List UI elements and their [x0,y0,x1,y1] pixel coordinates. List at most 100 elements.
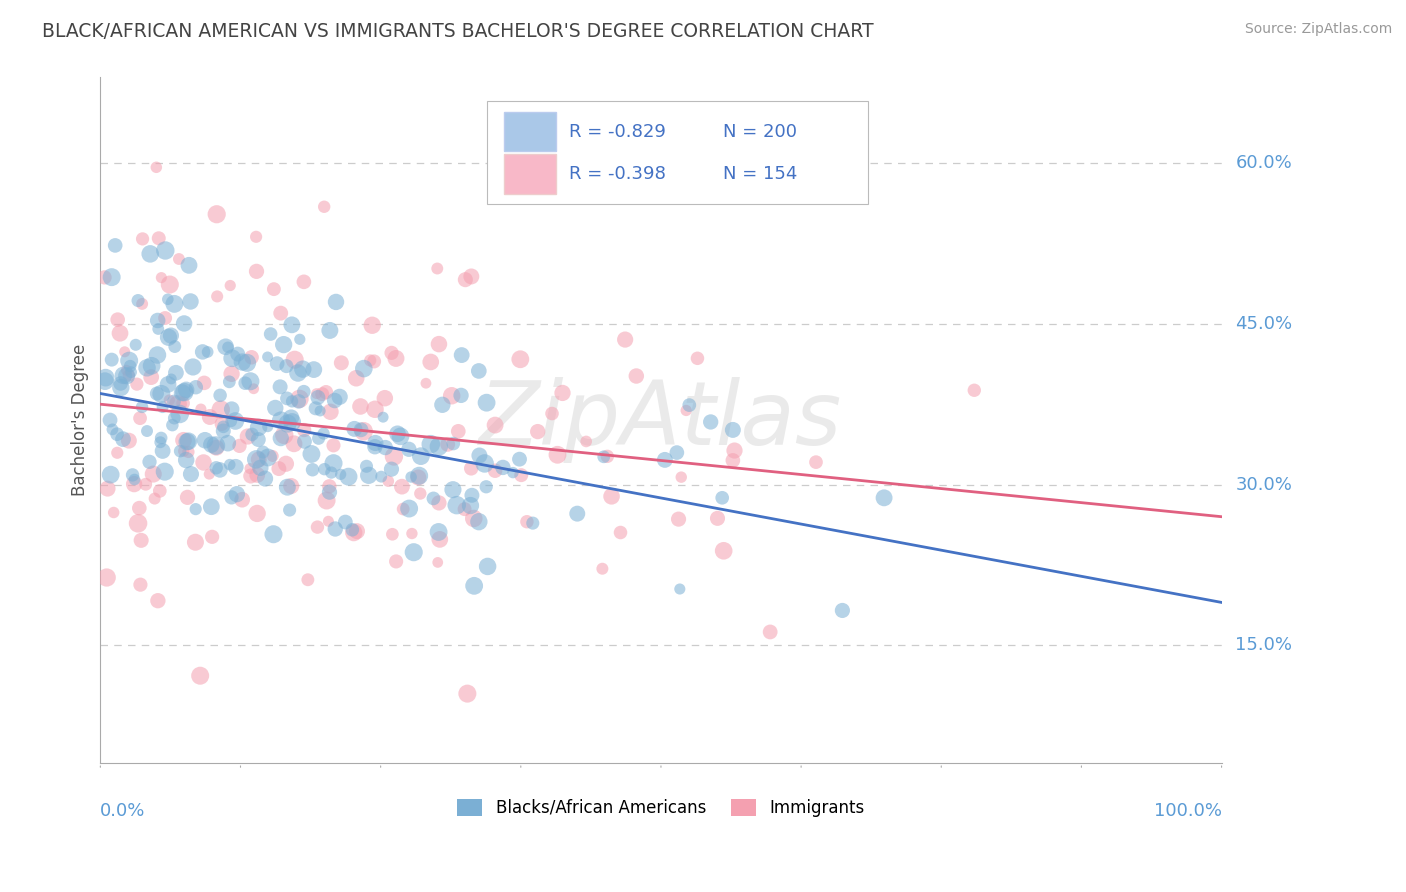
Point [146,593,169,607]
Point [100,467,122,482]
Point [654,453,676,467]
Point [214,340,236,354]
Point [157,330,180,344]
Point [429,533,451,547]
Point [281,394,304,409]
Point [804,455,827,469]
Point [426,261,449,276]
Point [380,462,402,476]
Point [118,434,141,448]
Point [292,423,315,437]
Point [240,351,263,365]
Point [146,313,169,327]
Point [436,437,458,451]
Point [267,461,290,475]
Point [188,669,211,683]
Point [247,420,270,434]
Point [312,426,335,441]
Point [541,407,564,421]
Point [131,232,153,246]
Point [318,485,340,500]
Point [98,413,121,427]
Point [460,269,482,284]
Point [484,418,506,433]
Point [374,441,396,455]
Point [112,432,135,446]
Point [155,244,177,258]
Point [461,488,484,502]
Point [205,460,228,475]
Point [686,351,709,366]
Point [176,491,198,505]
Point [671,470,693,484]
Point [162,418,184,433]
Point [150,431,173,445]
Point [319,405,342,419]
Point [252,445,274,459]
Point [205,438,228,452]
Point [281,415,304,429]
Point [330,356,353,370]
Point [122,477,145,491]
Point [675,403,697,417]
Point [454,273,477,287]
Point [143,491,166,506]
Point [152,444,174,458]
Point [609,525,631,540]
Point [190,402,212,417]
Point [256,419,278,434]
Point [127,293,149,308]
Point [120,365,142,379]
Point [426,556,449,570]
Point [247,433,270,447]
Point [305,386,328,401]
Point [350,423,373,437]
Point [129,533,152,548]
Point [321,466,343,480]
Point [596,450,619,464]
Point [135,477,157,491]
Text: ZipAtlas: ZipAtlas [479,377,842,463]
Point [335,515,357,529]
Point [380,346,402,360]
Point [94,370,117,384]
Point [357,468,380,483]
Point [245,264,267,278]
Point [174,453,197,467]
Point [678,398,700,412]
Point [711,491,734,505]
Point [246,467,269,482]
Point [353,424,375,438]
Text: N = 200: N = 200 [723,123,797,141]
Text: 60.0%: 60.0% [1236,154,1292,172]
Point [205,207,228,221]
Point [274,457,297,471]
Point [307,520,329,534]
Point [221,351,243,366]
Point [148,322,170,336]
Point [198,467,221,481]
Point [211,417,233,431]
Point [173,444,195,458]
Point [125,377,148,392]
Point [441,483,464,497]
Point [280,479,302,493]
Point [392,502,415,516]
Point [177,258,200,272]
Point [297,573,319,587]
Point [94,374,117,388]
Point [382,450,405,464]
Point [177,445,200,459]
Point [288,392,311,406]
Point [273,337,295,351]
Point [142,467,165,481]
Point [287,394,309,409]
Point [160,372,183,386]
Point [432,398,454,412]
Point [287,366,309,380]
Point [180,467,202,481]
Text: BLACK/AFRICAN AMERICAN VS IMMIGRANTS BACHELOR'S DEGREE CORRELATION CHART: BLACK/AFRICAN AMERICAN VS IMMIGRANTS BAC… [42,22,873,41]
Point [668,512,690,526]
Point [626,369,648,384]
Point [212,420,235,434]
